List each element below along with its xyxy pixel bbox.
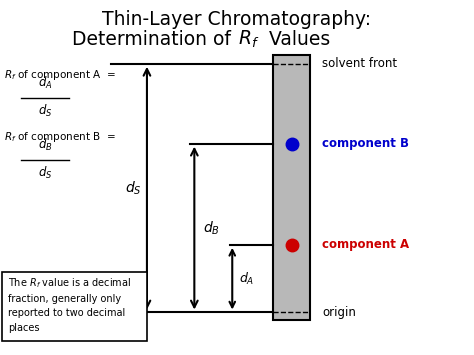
Text: component A: component A xyxy=(322,239,410,251)
Bar xyxy=(2,272,147,341)
Text: origin: origin xyxy=(322,306,356,319)
Text: $\mathit{R_f}$: $\mathit{R_f}$ xyxy=(238,29,259,50)
Text: component B: component B xyxy=(322,137,410,150)
Text: $d_A$: $d_A$ xyxy=(239,271,255,287)
Text: $R_f$ of component B  =: $R_f$ of component B = xyxy=(4,130,116,144)
Text: The $R_f$ value is a decimal
fraction, generally only
reported to two decimal
pl: The $R_f$ value is a decimal fraction, g… xyxy=(8,276,131,333)
Text: $d_S$: $d_S$ xyxy=(38,165,52,181)
Text: solvent front: solvent front xyxy=(322,58,397,70)
Text: Values: Values xyxy=(263,30,330,49)
Bar xyxy=(273,55,310,320)
Text: $d_B$: $d_B$ xyxy=(203,219,220,237)
Text: $d_S$: $d_S$ xyxy=(38,103,52,119)
Text: Thin-Layer Chromatography:: Thin-Layer Chromatography: xyxy=(102,10,372,29)
Text: $d_B$: $d_B$ xyxy=(38,137,52,153)
Text: $d_S$: $d_S$ xyxy=(125,179,142,197)
Text: Determination of: Determination of xyxy=(72,30,237,49)
Text: $R_f$ of component A  =: $R_f$ of component A = xyxy=(4,67,116,82)
Text: $d_A$: $d_A$ xyxy=(38,75,52,91)
